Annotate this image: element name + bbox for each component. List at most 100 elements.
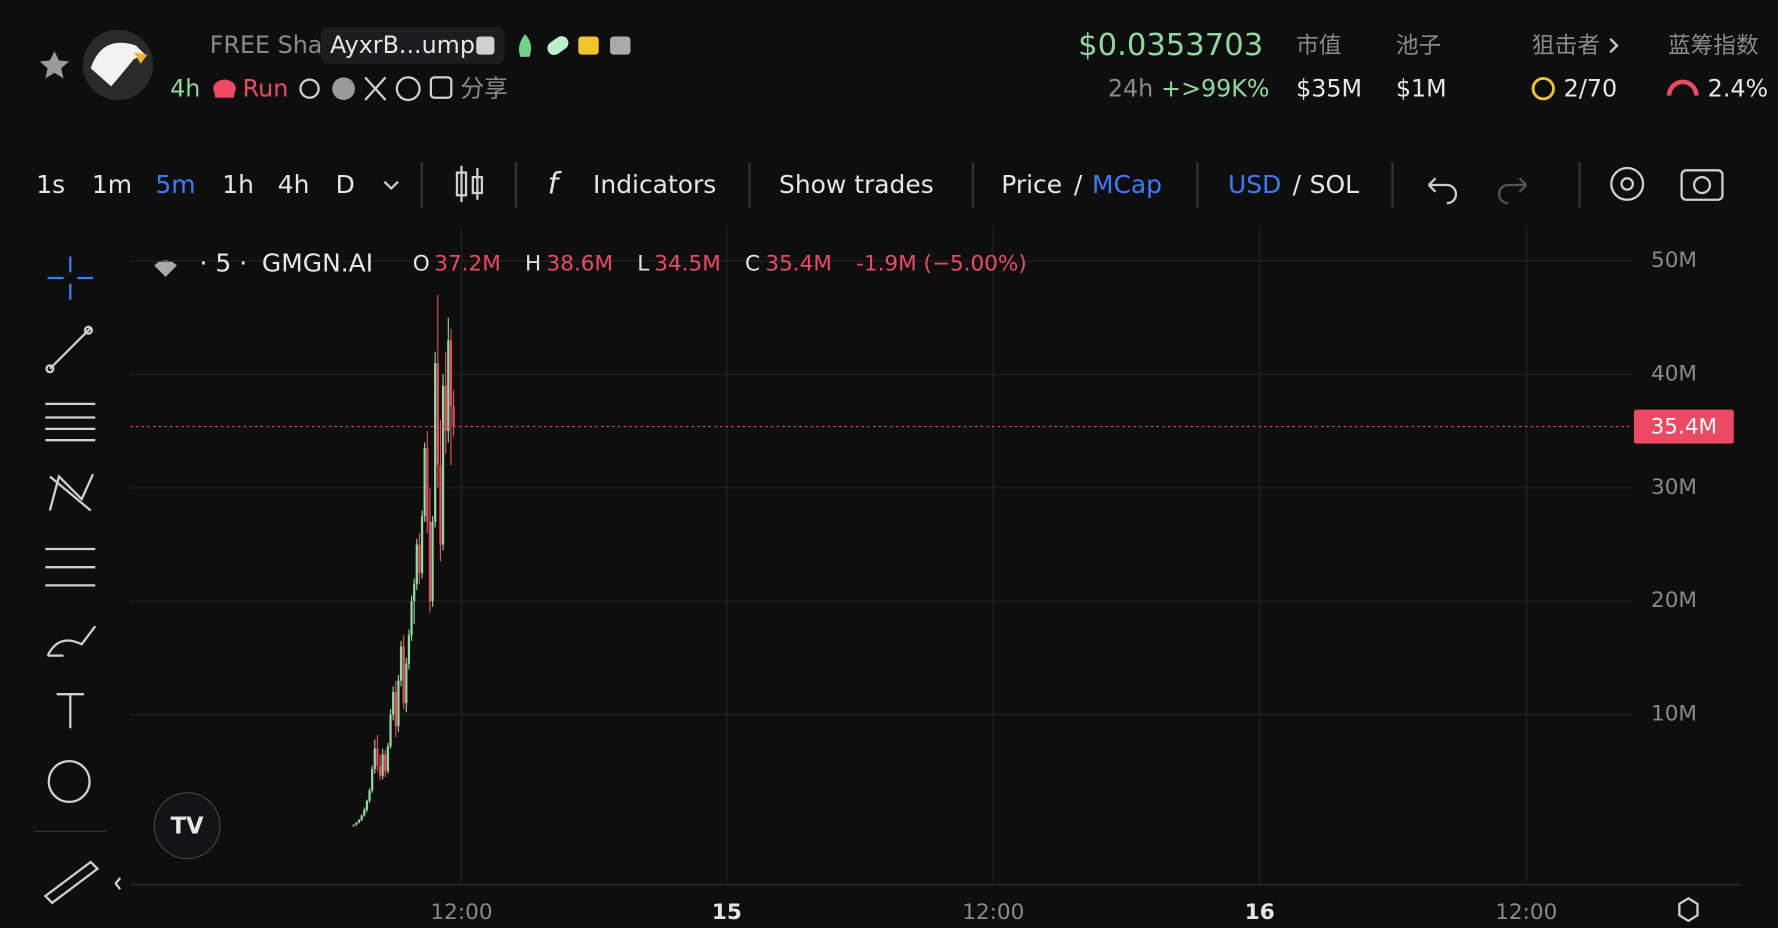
candle-body [441,385,445,545]
indicators[interactable]: Indicators [593,170,716,199]
redo[interactable] [1497,177,1528,205]
x-tick-label: 12:00 [962,900,1024,925]
stat-label[interactable]: 蓝筹指数 [1668,33,1759,59]
candle-icon[interactable] [455,165,484,203]
candle-body [402,646,405,704]
camera[interactable] [1680,169,1724,201]
mcap-toggle[interactable]: MCap [1092,170,1162,199]
change-period: 24h [1108,74,1153,102]
avatar-eagle [90,42,146,87]
stat-value: $1M [1396,74,1447,102]
candle-body [355,822,358,825]
separators [420,162,1581,208]
share[interactable]: 分享 [460,74,508,102]
stat-label: 市值 [1296,33,1341,59]
hat-icon [213,79,236,98]
interval[interactable]: D [336,170,355,199]
stat-value: $35M [1296,74,1362,102]
x-icon[interactable] [364,76,387,101]
candle-body [397,680,400,726]
candle-body [405,663,408,704]
token-address[interactable]: AyxrB...ump [330,31,475,59]
candle-body [415,544,418,585]
slash: / [1074,170,1083,199]
undo[interactable] [1427,177,1458,205]
candle-body [368,790,371,801]
dropdown[interactable] [383,180,399,191]
menu-icon[interactable] [332,77,355,101]
interval[interactable]: 1h [222,170,254,199]
camera-lens [1692,175,1712,195]
y-tick-label: 40M [1651,361,1697,386]
settings-core [1620,177,1634,191]
avatar-beak [133,52,148,64]
collapse[interactable] [114,877,122,890]
sol-toggle[interactable]: SOL [1310,170,1359,199]
interval[interactable]: 4h [278,170,310,199]
y-tick-label: 30M [1651,475,1697,500]
token-name: FREE Sha [210,31,323,59]
candle-body [373,748,376,770]
star[interactable] [39,51,70,79]
interval[interactable]: 1s [36,170,65,199]
legend-eagle [154,259,177,277]
stat-value: 2.4% [1708,74,1768,102]
candle-body [423,448,426,517]
price: $0.0353703 [1078,28,1263,63]
candle-body [389,714,392,747]
slash: / [1293,170,1302,199]
web-icon[interactable] [395,76,421,102]
y-tick-label: 50M [1651,248,1697,273]
legend-interval: · 5 · [200,248,248,277]
interval[interactable]: 1m [92,170,132,199]
candle-body [399,646,403,681]
chevron[interactable] [1609,37,1619,54]
candle-body [378,765,382,776]
token-tag: Run [243,74,289,102]
candle-body [352,824,355,826]
address-box[interactable] [320,27,505,64]
ohlc-value: 38.6M [547,251,614,276]
usd-toggle[interactable]: USD [1228,170,1281,199]
ohlc-change: -1.9M (−5.00%) [856,251,1027,276]
show-trades[interactable]: Show trades [779,170,934,199]
share-icon[interactable] [429,76,453,99]
candle-body [410,601,413,636]
price-toggle[interactable]: Price [1001,170,1062,199]
ohlc-label: C [745,251,760,276]
candle-body [420,516,424,573]
x-tick-label: 15 [712,900,742,925]
settings[interactable] [1610,166,1645,201]
candle-body [357,820,361,823]
pill-icon [547,36,569,55]
candle-body [413,584,416,602]
y-tick-label: 10M [1651,702,1697,727]
axis-settings[interactable] [1678,896,1699,923]
x-tick-label: 12:00 [1495,900,1557,925]
search-icon[interactable] [299,78,320,99]
ohlc-value: 37.2M [434,251,501,276]
last-price-box [1633,409,1734,444]
interval-active[interactable]: 5m [155,170,195,199]
bot-icon [610,36,631,55]
candle-body [392,691,395,715]
candle-body [428,521,432,602]
candle-body [444,385,447,432]
candle-body [426,448,429,522]
copy-icon[interactable] [476,36,495,55]
candle-body [436,363,439,466]
candle-body [431,521,434,602]
legend-source: GMGN.AI [262,248,373,277]
stat-label[interactable]: 狙击者 [1532,33,1600,59]
stat-value: 2/70 [1564,74,1617,102]
drawing-tools[interactable] [43,256,100,905]
candle-body [384,754,387,772]
x-tick-label: 12:00 [430,900,492,925]
candle-body [360,815,363,821]
last-price-label: 35.4M [1651,415,1718,440]
tv-logo[interactable] [153,792,221,860]
ohlc-value: 35.4M [765,251,832,276]
token-age: 4h [170,74,200,102]
